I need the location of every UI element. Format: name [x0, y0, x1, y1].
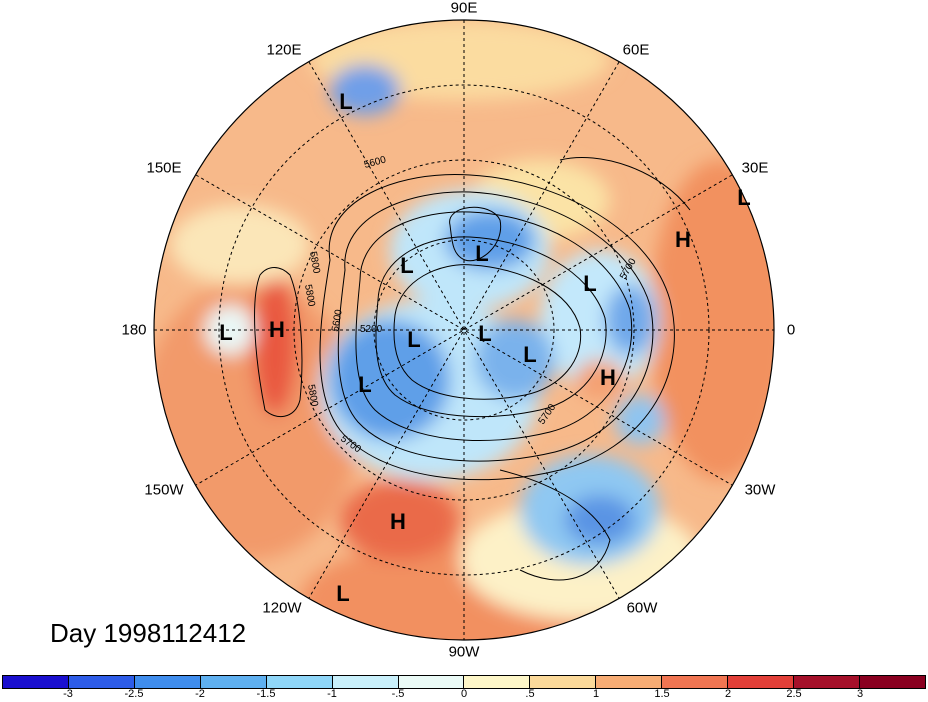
- colorbar-tick: -2: [195, 688, 205, 700]
- contour-label: 5800: [305, 384, 320, 408]
- graticule: [154, 20, 774, 640]
- low-pressure-label: L: [583, 271, 597, 296]
- contour-label: 5800: [302, 284, 317, 308]
- colorbar-segment: [200, 676, 267, 688]
- high-pressure-label: H: [390, 509, 406, 534]
- longitude-label-150w: 150W: [144, 481, 184, 499]
- colorbar-tick: 1: [592, 688, 600, 700]
- colorbar-segment: [728, 676, 795, 688]
- colorbar-tick: 0: [460, 688, 468, 700]
- colorbar-tick: 2.5: [786, 688, 802, 700]
- longitude-label-60w: 60W: [626, 599, 658, 617]
- colorbar-segment: [398, 676, 465, 688]
- colorbar-tick: -1: [327, 688, 337, 700]
- colorbar-segment: [266, 676, 333, 688]
- low-pressure-label: L: [339, 89, 353, 114]
- colorbar-tick: -.5: [391, 688, 405, 700]
- colorbar-segment: [464, 676, 531, 688]
- anomaly-field: [154, 20, 774, 640]
- colorbar: [2, 675, 926, 689]
- colorbar-tick: -3: [63, 688, 73, 700]
- contour-label: 5200: [360, 324, 383, 335]
- longitude-label-90e: 90E: [450, 0, 478, 17]
- colorbar-tick: -2.5: [124, 688, 144, 700]
- low-pressure-label: L: [523, 342, 537, 367]
- longitude-label-30e: 30E: [741, 159, 769, 177]
- longitude-label-120w: 120W: [262, 599, 302, 617]
- colorbar-segment: [530, 676, 597, 688]
- colorbar-tick: 3: [856, 688, 864, 700]
- colorbar-segment: [3, 676, 69, 688]
- low-pressure-label: L: [407, 327, 421, 352]
- colorbar-tick: 1.5: [654, 688, 670, 700]
- colorbar-segment: [134, 676, 201, 688]
- map-boundary: [153, 19, 775, 641]
- low-pressure-label: L: [737, 185, 751, 210]
- colorbar-segment: [332, 676, 399, 688]
- high-pressure-label: H: [269, 317, 285, 342]
- low-pressure-label: L: [475, 241, 489, 266]
- date-title: Day 1998112412: [50, 618, 247, 648]
- low-pressure-label: L: [478, 321, 492, 346]
- low-pressure-label: L: [336, 581, 350, 606]
- longitude-label-30w: 30W: [744, 481, 776, 499]
- longitude-label-120e: 120E: [266, 41, 302, 59]
- contour-label: 5800: [307, 251, 322, 275]
- longitude-label-60e: 60E: [622, 41, 650, 59]
- low-pressure-label: L: [358, 372, 372, 397]
- contour-label: 5600: [330, 308, 345, 332]
- low-pressure-label: L: [219, 320, 233, 345]
- colorbar-tick: 2: [724, 688, 732, 700]
- colorbar-segment: [859, 676, 925, 688]
- colorbar-segment: [68, 676, 135, 688]
- colorbar-segment: [596, 676, 663, 688]
- colorbar-tick: .5: [525, 688, 535, 700]
- height-contours: [254, 156, 691, 581]
- longitude-label-90w: 90W: [448, 643, 480, 661]
- colorbar-segment: [662, 676, 729, 688]
- low-pressure-label: L: [400, 253, 414, 278]
- high-pressure-label: H: [600, 365, 616, 390]
- high-pressure-label: H: [675, 227, 691, 252]
- colorbar-segment: [794, 676, 860, 688]
- longitude-label-0: 0: [786, 321, 796, 339]
- colorbar-tick: -1.5: [256, 688, 276, 700]
- longitude-label-150e: 150E: [146, 159, 182, 177]
- longitude-label-180: 180: [121, 321, 147, 339]
